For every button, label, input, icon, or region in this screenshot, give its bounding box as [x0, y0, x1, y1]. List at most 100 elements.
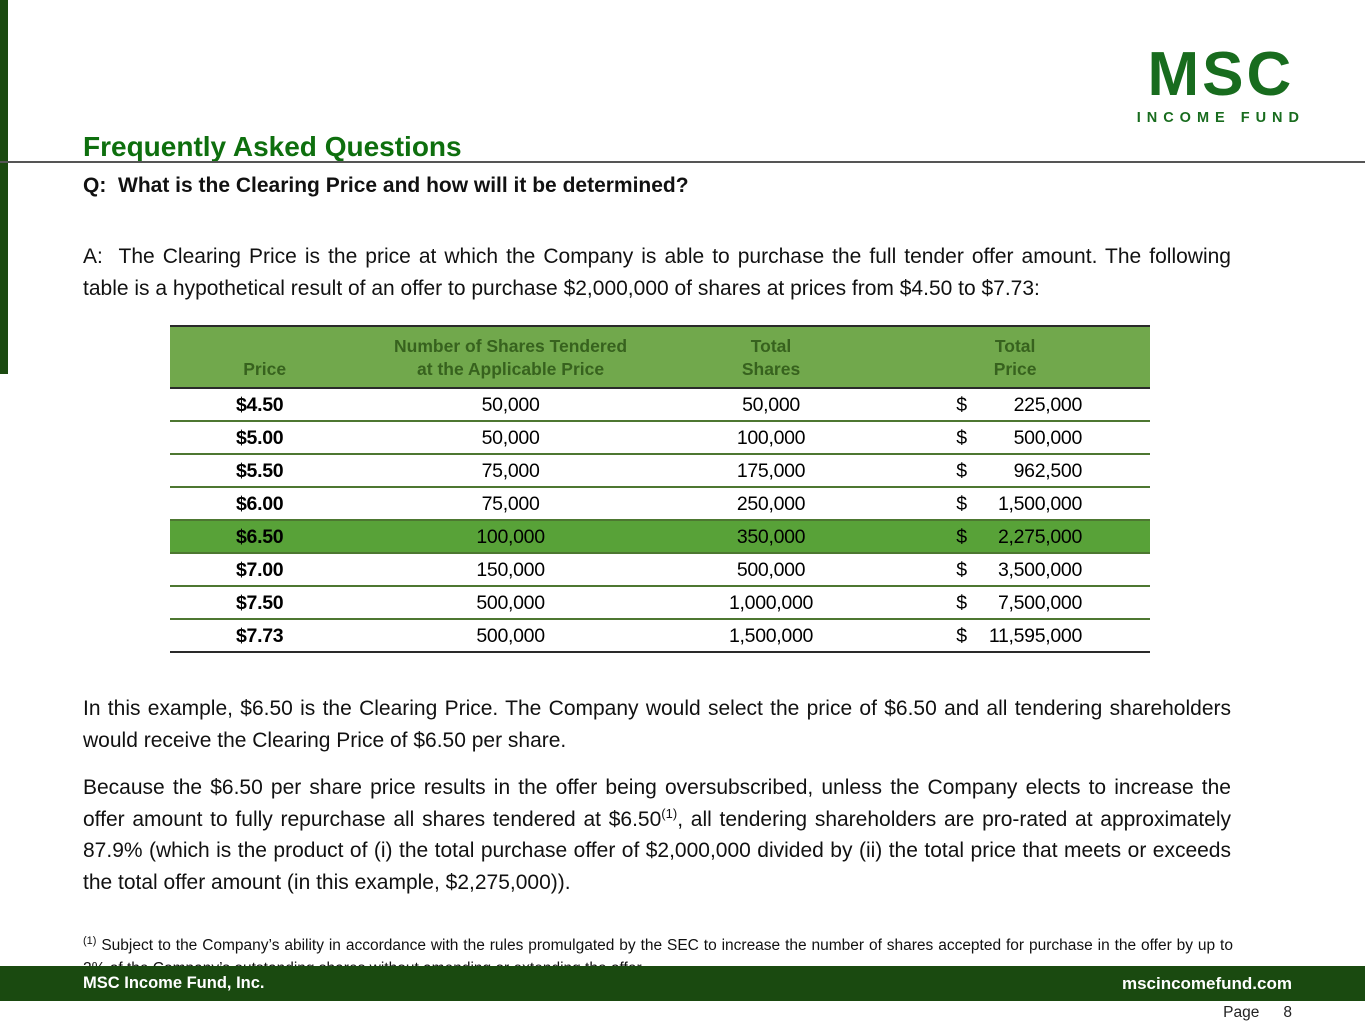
header-total-shares: Total Shares	[661, 325, 881, 389]
table-row: $ 4.50 50,000 50,000 $ 225,000	[170, 388, 1150, 422]
cell-total-shares: 1,000,000	[661, 586, 881, 620]
table-row: $ 6.00 75,000 250,000 $ 1,500,000	[170, 487, 1150, 521]
cell-total-shares: 100,000	[661, 421, 881, 455]
price-value: 5.00	[246, 427, 284, 449]
dollar-sign: $	[956, 526, 967, 548]
cell-price: $ 7.73	[170, 619, 360, 653]
cell-total-price: $ 7,500,000	[880, 586, 1150, 620]
footer-company-name: MSC Income Fund, Inc.	[83, 974, 265, 992]
dollar-sign: $	[956, 460, 967, 482]
dollar-sign: $	[956, 394, 967, 416]
page-label: Page	[1223, 1004, 1260, 1021]
paragraph-clearing-example: In this example, $6.50 is the Clearing P…	[83, 697, 1231, 752]
faq-question: Q: What is the Clearing Price and how wi…	[83, 174, 689, 197]
left-accent-bar	[0, 0, 8, 374]
cell-shares-tendered: 75,000	[359, 454, 662, 488]
price-value: 7.50	[246, 592, 284, 614]
footnote-reference: (1)	[661, 805, 678, 821]
paragraph-oversubscription: Because the $6.50 per share price result…	[83, 776, 1232, 894]
cell-total-price: $ 500,000	[880, 421, 1150, 455]
company-logo: MSC INCOME FUND	[1136, 40, 1305, 127]
cell-total-shares: 50,000	[661, 388, 881, 422]
price-value: 6.00	[246, 493, 284, 515]
dollar-sign: $	[236, 559, 247, 581]
page-number: 8	[1283, 1004, 1292, 1021]
table-body: $ 4.50 50,000 50,000 $ 225,000 $ 5.00 5	[170, 388, 1150, 653]
dollar-sign: $	[956, 493, 967, 515]
dollar-sign: $	[236, 526, 247, 548]
dollar-sign: $	[956, 592, 967, 614]
table-row: $ 6.50 100,000 350,000 $ 2,275,000	[170, 520, 1150, 554]
footnote-marker: (1)	[83, 934, 97, 947]
dollar-sign: $	[956, 559, 967, 581]
cell-total-shares: 250,000	[661, 487, 881, 521]
total-price-value: 2,275,000	[997, 526, 1082, 548]
cell-price: $ 6.50	[170, 520, 360, 554]
cell-shares-tendered: 500,000	[359, 586, 662, 620]
dollar-sign: $	[956, 427, 967, 449]
dollar-sign: $	[236, 460, 247, 482]
footer-website-link[interactable]: mscincomefund.com	[1121, 973, 1292, 993]
total-price-value: 225,000	[1013, 394, 1083, 416]
table-row: $ 5.50 75,000 175,000 $ 962,500	[170, 454, 1150, 488]
table-header-row: Price Number of Shares Tendered at the A…	[170, 325, 1150, 389]
header-price: Price	[170, 325, 360, 389]
total-price-value: 3,500,000	[997, 559, 1082, 581]
cell-price: $ 5.00	[170, 421, 360, 455]
cell-total-price: $ 3,500,000	[880, 553, 1150, 587]
price-value: 7.73	[246, 625, 284, 647]
cell-price: $ 7.50	[170, 586, 360, 620]
header-shares-tendered: Number of Shares Tendered at the Applica…	[359, 325, 662, 389]
cell-total-price: $ 225,000	[880, 388, 1150, 422]
cell-price: $ 6.00	[170, 487, 360, 521]
price-value: 6.50	[246, 526, 284, 548]
cell-total-price: $ 11,595,000	[880, 619, 1150, 653]
cell-total-shares: 175,000	[661, 454, 881, 488]
cell-price: $ 4.50	[170, 388, 360, 422]
logo-text: MSC	[1147, 40, 1295, 109]
cell-total-price: $ 2,275,000	[880, 520, 1150, 554]
cell-shares-tendered: 500,000	[359, 619, 662, 653]
page-title: Frequently Asked Questions	[83, 130, 462, 162]
total-price-value: 500,000	[1013, 427, 1083, 449]
dollar-sign: $	[236, 394, 247, 416]
table-row: $ 5.00 50,000 100,000 $ 500,000	[170, 421, 1150, 455]
cell-shares-tendered: 100,000	[359, 520, 662, 554]
table-row: $ 7.73 500,000 1,500,000 $ 11,595,000	[170, 619, 1150, 653]
logo-tagline: INCOME FUND	[1136, 110, 1305, 126]
footer-bar: MSC Income Fund, Inc. mscincomefund.com	[0, 966, 1365, 1001]
table-header: Price Number of Shares Tendered at the A…	[170, 325, 1150, 389]
price-value: 5.50	[246, 460, 284, 482]
cell-total-price: $ 962,500	[880, 454, 1150, 488]
cell-total-shares: 500,000	[661, 553, 881, 587]
page-indicator: Page 8	[1223, 1004, 1292, 1022]
dollar-sign: $	[236, 427, 247, 449]
table-row: $ 7.00 150,000 500,000 $ 3,500,000	[170, 553, 1150, 587]
cell-price: $ 7.00	[170, 553, 360, 587]
cell-shares-tendered: 150,000	[359, 553, 662, 587]
total-price-value: 7,500,000	[997, 592, 1082, 614]
dollar-sign: $	[236, 493, 247, 515]
dollar-sign: $	[236, 625, 247, 647]
clearing-price-table: Price Number of Shares Tendered at the A…	[170, 325, 1150, 653]
price-value: 7.00	[246, 559, 284, 581]
table-row: $ 7.50 500,000 1,000,000 $ 7,500,000	[170, 586, 1150, 620]
dollar-sign: $	[956, 625, 967, 647]
cell-total-shares: 1,500,000	[661, 619, 881, 653]
cell-price: $ 5.50	[170, 454, 360, 488]
clearing-price-table-wrap: Price Number of Shares Tendered at the A…	[170, 325, 1150, 653]
cell-total-price: $ 1,500,000	[880, 487, 1150, 521]
cell-total-shares: 350,000	[661, 520, 881, 554]
title-divider	[0, 161, 1365, 163]
cell-shares-tendered: 50,000	[359, 388, 662, 422]
total-price-value: 962,500	[1013, 460, 1083, 482]
header-total-price: Total Price	[880, 325, 1150, 389]
price-value: 4.50	[246, 394, 284, 416]
faq-answer: A: The Clearing Price is the price at wh…	[83, 245, 1231, 300]
cell-shares-tendered: 50,000	[359, 421, 662, 455]
total-price-value: 1,500,000	[997, 493, 1082, 515]
total-price-value: 11,595,000	[988, 625, 1082, 647]
dollar-sign: $	[236, 592, 247, 614]
cell-shares-tendered: 75,000	[359, 487, 662, 521]
